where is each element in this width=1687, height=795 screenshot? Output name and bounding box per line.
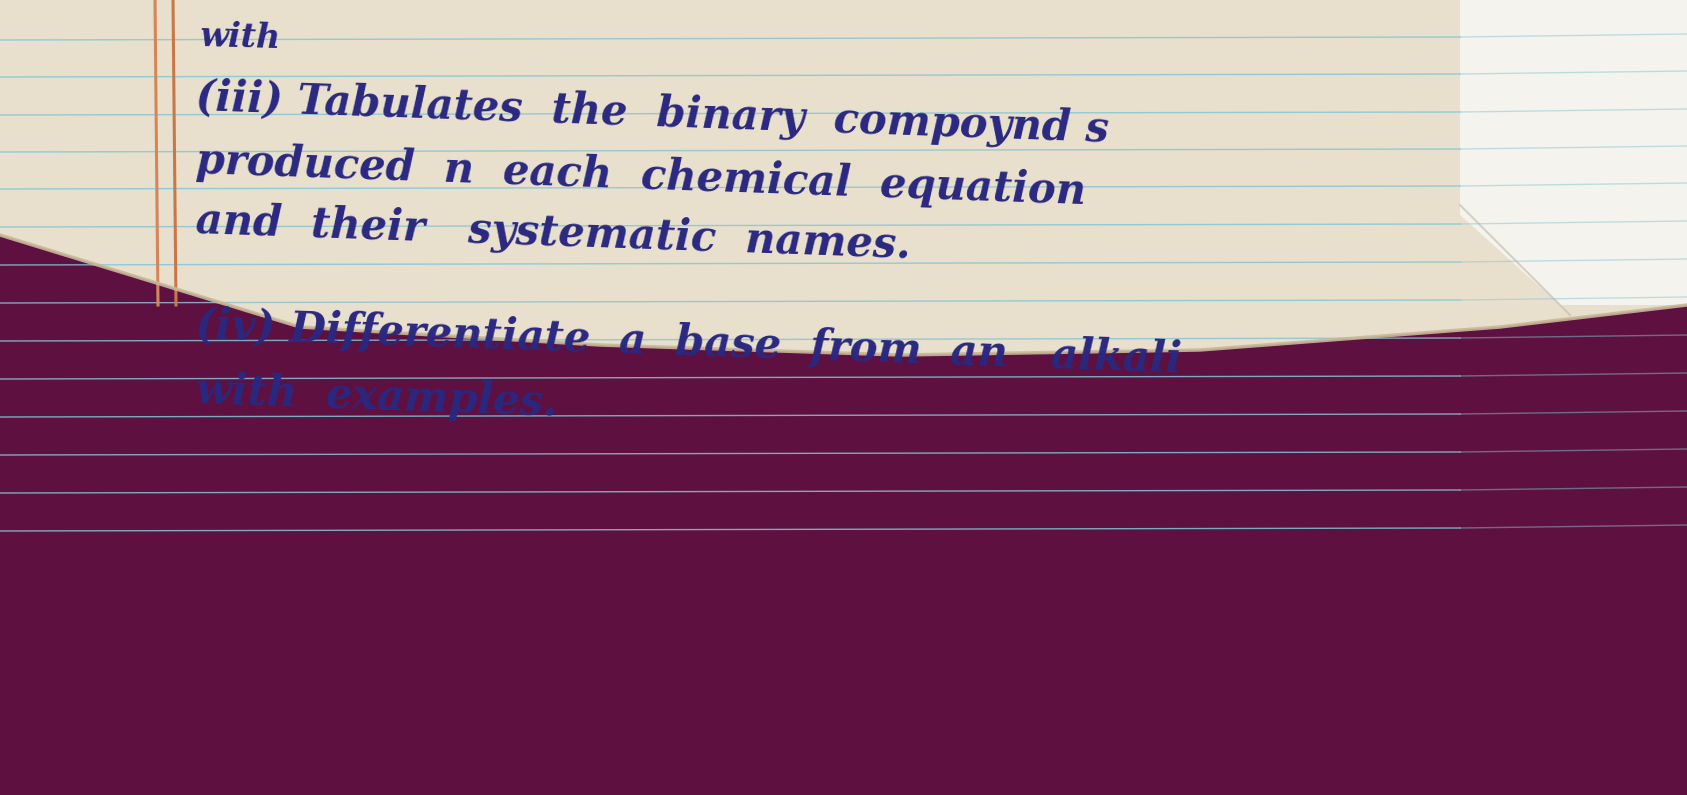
Text: with: with [201,20,282,55]
Text: (iii) Tabulates  the  binary  compoynd s: (iii) Tabulates the binary compoynd s [196,77,1110,151]
Polygon shape [0,0,1687,355]
Text: and  their   systematic  names.: and their systematic names. [196,200,911,267]
Text: (iv) Differentiate  a  base  from  an   alkali: (iv) Differentiate a base from an alkali [196,305,1183,382]
Text: produced  n  each  chemical  equation: produced n each chemical equation [196,140,1086,213]
Polygon shape [1459,0,1687,305]
Text: with  examples.: with examples. [196,370,558,425]
